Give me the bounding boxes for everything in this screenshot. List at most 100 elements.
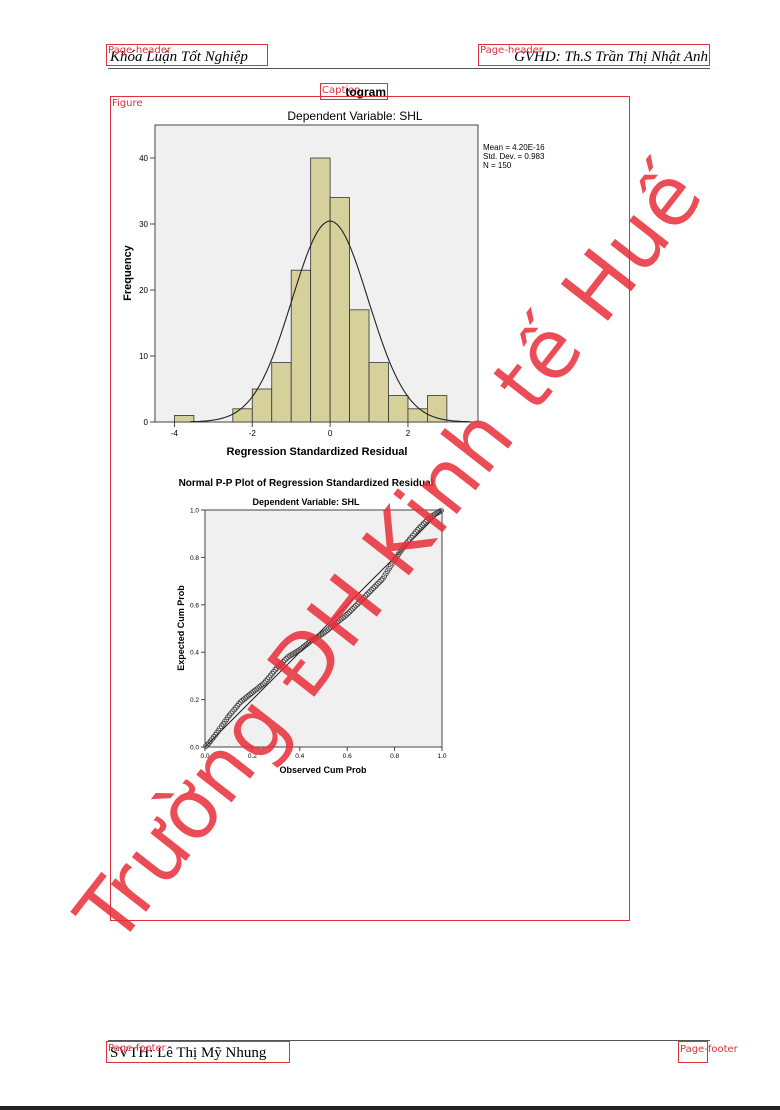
pp-point-107 (372, 583, 378, 590)
histogram-xtick-2: 0 (328, 429, 333, 438)
pp-ytick-0: 0.0 (190, 745, 199, 752)
pp-point-38 (263, 678, 269, 684)
bottom-edge (0, 1106, 780, 1110)
pp-point-132 (411, 530, 418, 537)
histogram-ytick-4: 40 (139, 154, 148, 163)
page-footer-right-box (678, 1041, 708, 1063)
histogram-ytick-1: 10 (139, 352, 148, 361)
pp-point-20 (234, 703, 241, 709)
pp-point-67 (308, 637, 315, 644)
histogram-normal-curve (189, 220, 471, 423)
pp-ytick-5: 1.0 (190, 508, 199, 515)
histogram-bar-5 (310, 157, 331, 423)
pp-point-42 (269, 670, 275, 677)
caption-tag: Caption (322, 85, 361, 96)
pp-point-143 (428, 513, 435, 519)
histogram-ytick-2: 20 (139, 286, 148, 295)
page-header-left-box (106, 44, 268, 66)
histogram-bar-8 (368, 362, 389, 423)
pp-point-91 (346, 609, 353, 615)
pp-point-53 (286, 653, 293, 659)
pp-point-144 (430, 512, 437, 518)
figure-box (110, 96, 630, 921)
pp-point-47 (277, 662, 283, 668)
pp-point-134 (414, 527, 421, 533)
pp-xtick-5: 1.0 (437, 753, 446, 760)
pp-point-96 (354, 601, 361, 607)
page-footer-left: SVTH: Lê Thị Mỹ Nhung (110, 1045, 267, 1061)
pp-point-72 (316, 632, 323, 639)
pp-point-90 (345, 610, 351, 617)
pp-point-98 (357, 598, 364, 604)
pp-ytick-3: 0.6 (190, 602, 199, 609)
pp-point-18 (231, 706, 237, 713)
pp-point-139 (422, 519, 429, 525)
pp-xtick-4: 0.8 (390, 753, 399, 760)
page-footer-right-tag: Page-footer (680, 1044, 738, 1055)
pp-point-103 (365, 590, 372, 596)
pp-ytick-1: 0.2 (190, 697, 199, 704)
pp-point-101 (362, 593, 369, 599)
figure-tag: Figure (112, 98, 143, 109)
pp-point-140 (424, 517, 430, 524)
pp-point-100 (361, 594, 367, 601)
pp-ytick-2: 0.4 (190, 650, 199, 657)
pp-point-130 (408, 534, 414, 541)
figure-caption: Histogram (346, 85, 386, 99)
pp-point-21 (236, 701, 242, 707)
histogram-bar-1 (232, 408, 253, 423)
pp-point-110 (376, 579, 383, 585)
pp-point-68 (310, 636, 316, 643)
pp-point-135 (416, 525, 422, 531)
histogram-title: Dependent Variable: SHL (287, 109, 423, 123)
pp-point-97 (356, 599, 362, 606)
pp-point-44 (272, 666, 279, 673)
pp-reference-line (204, 509, 443, 748)
pp-point-1 (204, 741, 211, 748)
pp-point-0 (203, 743, 209, 749)
histogram-ytick-0: 0 (144, 418, 149, 427)
histogram-bar-2 (251, 388, 273, 423)
page-footer-left-box (106, 1041, 290, 1063)
pp-point-89 (343, 612, 350, 618)
pp-point-111 (378, 577, 384, 584)
pp-point-142 (427, 514, 433, 520)
pp-point-39 (264, 676, 271, 682)
pp-xtick-2: 0.4 (295, 753, 304, 760)
pp-point-127 (403, 540, 410, 546)
histogram-stat-n: N = 150 (483, 161, 512, 170)
pp-point-40 (266, 674, 272, 681)
pp-xlabel: Observed Cum Prob (279, 765, 367, 775)
pp-point-69 (312, 635, 318, 642)
histogram-bar-11 (427, 395, 448, 423)
histogram-xtick-1: -2 (249, 429, 257, 438)
pp-xtick-1: 0.2 (248, 753, 257, 760)
pp-ytick-4: 0.8 (190, 555, 199, 562)
pp-plot-chart: Normal P-P Plot of Regression Standardiz… (176, 478, 447, 775)
pp-point-46 (275, 663, 282, 670)
pp-point-41 (267, 672, 274, 679)
pp-point-105 (368, 587, 375, 593)
pp-point-128 (405, 538, 411, 545)
pp-point-94 (351, 604, 358, 610)
pp-point-148 (436, 508, 443, 515)
pp-point-37 (261, 680, 268, 686)
pp-point-88 (342, 613, 348, 619)
histogram-bar-6 (329, 197, 350, 423)
pp-title: Normal P-P Plot of Regression Standardiz… (179, 478, 434, 489)
histogram-xtick-0: -4 (171, 429, 179, 438)
pp-xtick-0: 0.0 (200, 753, 209, 760)
pp-point-136 (417, 523, 424, 530)
page-header-right-box (478, 44, 710, 66)
histogram-bar-10 (407, 408, 428, 423)
histogram-xlabel: Regression Standardized Residual (227, 446, 408, 458)
page-header-left: Khóa Luận Tốt Nghiệp (110, 49, 248, 65)
page-footer-left-tag: Page-footer (108, 1043, 166, 1054)
pp-point-145 (432, 511, 438, 518)
pp-point-102 (364, 591, 370, 598)
pp-point-70 (313, 634, 320, 641)
pp-ylabel: Expected Cum Prob (176, 585, 186, 671)
histogram-ytick-3: 30 (139, 220, 148, 229)
histogram-bar-7 (349, 309, 370, 423)
pp-point-95 (353, 602, 359, 609)
